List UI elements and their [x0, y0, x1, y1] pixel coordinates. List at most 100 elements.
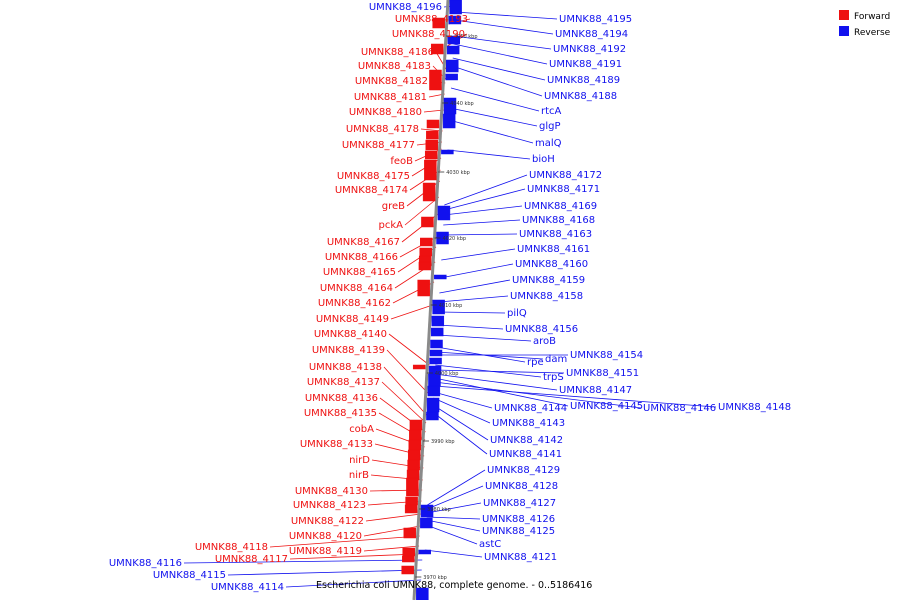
gene-label-nirb: nirB — [349, 470, 369, 481]
forward-feature-7 — [424, 150, 438, 160]
gene-label-umnk88-4138: UMNK88_4138 — [309, 362, 382, 373]
legend-reverse-label: Reverse — [854, 28, 891, 38]
reverse-feature-4 — [446, 45, 460, 55]
gene-label-umnk88-4129: UMNK88_4129 — [487, 465, 560, 476]
gene-label-feob: feoB — [390, 156, 413, 167]
tick-label-5: 4010 kbp — [439, 303, 463, 309]
leader-dam — [436, 351, 544, 360]
gene-label-umnk88-4130: UMNK88_4130 — [295, 486, 368, 497]
forward-feature-21 — [407, 459, 420, 471]
forward-feature-19 — [408, 439, 422, 451]
gene-label-umnk88-4181: UMNK88_4181 — [354, 92, 427, 103]
leader-umnk88-4189 — [452, 57, 546, 81]
leader-umnk88-4146 — [434, 381, 642, 409]
gene-label-umnk88-4156: UMNK88_4156 — [505, 324, 578, 335]
leader-umnk88-4149 — [390, 304, 433, 320]
reverse-feature-25 — [420, 517, 433, 529]
leader-umnk88-4195 — [455, 11, 558, 20]
gene-label-umnk88-4159: UMNK88_4159 — [512, 275, 585, 286]
forward-feature-12 — [419, 247, 432, 257]
forward-feature-10 — [421, 216, 434, 228]
gene-label-umnk88-4163: UMNK88_4163 — [519, 229, 592, 240]
forward-feature-14 — [418, 261, 432, 271]
reverse-feature-24 — [420, 504, 434, 518]
forward-feature-20 — [407, 449, 421, 461]
gene-label-umnk88-4190: UMNK88_4190 — [392, 29, 465, 40]
leader-umnk88-4158 — [438, 295, 509, 303]
leader-malq — [449, 119, 534, 144]
gene-label-pcka: pckA — [379, 220, 404, 231]
tick-label-2: 4040 kbp — [450, 101, 474, 107]
forward-feature-27 — [402, 547, 415, 557]
gene-label-umnk88-4194: UMNK88_4194 — [555, 29, 628, 40]
gene-label-umnk88-4168: UMNK88_4168 — [522, 215, 595, 226]
gene-label-umnk88-4151: UMNK88_4151 — [566, 368, 639, 379]
reverse-feature-13 — [432, 299, 445, 315]
reverse-feature-8 — [442, 113, 456, 129]
gene-label-umnk88-4149: UMNK88_4149 — [316, 314, 389, 325]
leader-umnk88-4120 — [363, 525, 421, 537]
leader-umnk88-4188 — [452, 65, 543, 97]
leader-umnk88-4121 — [424, 549, 483, 558]
gene-label-umnk88-4125: UMNK88_4125 — [482, 526, 555, 537]
gene-label-umnk88-4145: UMNK88_4145 — [570, 401, 643, 412]
gene-labels: UMNK88_4193 UMNK88_4190 UMNK88_4186 UMNK88_… — [109, 2, 791, 593]
forward-feature-25 — [404, 504, 418, 514]
tick-label-7: 3990 kbp — [431, 439, 455, 445]
leader-umnk88-4163 — [442, 233, 518, 236]
leader-astc — [426, 524, 478, 545]
gene-label-umnk88-4148: UMNK88_4148 — [718, 402, 791, 413]
forward-feature-6 — [425, 139, 439, 151]
forward-feature-3 — [429, 69, 442, 91]
leader-umnk88-4125 — [426, 519, 481, 532]
reverse-feature-15 — [430, 327, 444, 337]
gene-label-rtca: rtcA — [541, 106, 562, 117]
leader-rtca — [450, 87, 540, 112]
gene-label-umnk88-4178: UMNK88_4178 — [346, 124, 419, 135]
gene-label-umnk88-4144: UMNK88_4144 — [494, 403, 567, 414]
leader-umnk88-4139 — [386, 349, 429, 394]
gene-label-umnk88-4171: UMNK88_4171 — [527, 184, 600, 195]
gene-label-umnk88-4162: UMNK88_4162 — [318, 298, 391, 309]
gene-label-umnk88-4122: UMNK88_4122 — [291, 516, 364, 527]
forward-feature-17 — [409, 419, 423, 431]
gene-label-umnk88-4191: UMNK88_4191 — [549, 59, 622, 70]
gene-label-umnk88-4175: UMNK88_4175 — [337, 171, 410, 182]
forward-feature-24 — [405, 496, 418, 506]
forward-feature-16 — [412, 364, 426, 370]
gene-label-umnk88-4135: UMNK88_4135 — [304, 408, 377, 419]
gene-label-umnk88-4121: UMNK88_4121 — [484, 552, 557, 563]
forward-feature-2 — [430, 43, 444, 55]
forward-feature-23 — [406, 477, 419, 497]
gene-label-bioh: bioH — [532, 154, 555, 165]
leader-umnk88-4178 — [420, 128, 443, 132]
gene-label-umnk88-4142: UMNK88_4142 — [490, 435, 563, 446]
gene-label-umnk88-4165: UMNK88_4165 — [323, 267, 396, 278]
reverse-feature-23 — [426, 411, 439, 421]
gene-label-umnk88-4183: UMNK88_4183 — [358, 61, 431, 72]
leader-umnk88-4172 — [444, 174, 528, 206]
forward-feature-26 — [403, 527, 417, 539]
leader-umnk88-4129 — [427, 469, 486, 506]
reverse-feature-2 — [448, 15, 462, 25]
leader-umnk88-4145 — [434, 377, 569, 407]
reverse-feature-12 — [434, 274, 447, 280]
leader-umnk88-4141 — [432, 411, 488, 455]
reverse-feature-14 — [431, 315, 445, 327]
reverse-feature-16 — [430, 339, 443, 349]
forward-feature-8 — [424, 159, 437, 181]
gene-label-umnk88-4136: UMNK88_4136 — [305, 393, 378, 404]
tick-label-1: 4050 kbp — [454, 34, 478, 40]
gene-label-umnk88-4123: UMNK88_4123 — [293, 500, 366, 511]
gene-label-umnk88-4158: UMNK88_4158 — [510, 291, 583, 302]
leader-bioh — [447, 149, 531, 160]
leader-umnk88-4192 — [453, 35, 552, 50]
gene-label-malq: malQ — [535, 138, 562, 149]
gene-label-dam: dam — [545, 354, 567, 365]
leader-umnk88-4138 — [383, 366, 427, 416]
axis-ticks: 4050 kbp 4040 kbp 4030 kbp 4020 kbp 4010 kbp… — [415, 34, 478, 581]
reverse-feature-22 — [426, 397, 440, 413]
tick-label-9: 3970 kbp — [423, 575, 447, 581]
leader-umnk88-4140 — [388, 333, 430, 366]
